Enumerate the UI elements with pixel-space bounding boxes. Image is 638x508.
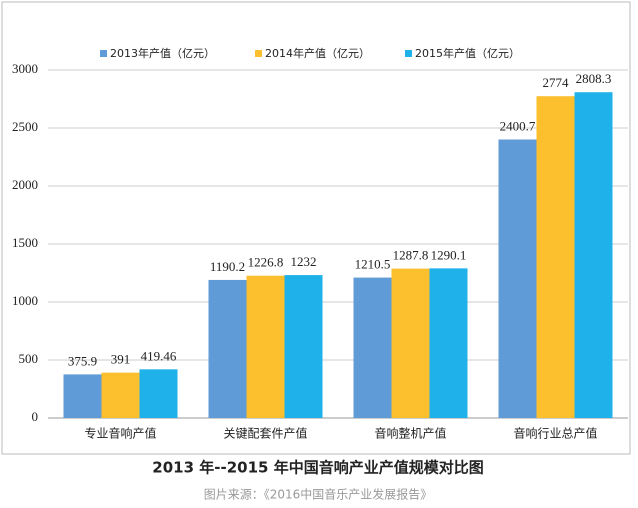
value-label: 375.9 <box>68 353 97 368</box>
bar <box>574 92 613 419</box>
legend-swatch <box>100 50 107 57</box>
source-caption: 图片来源：《2016中国音乐产业发展报告》 <box>204 487 433 502</box>
value-label: 1226.8 <box>248 255 284 270</box>
value-label: 1290.1 <box>431 247 467 262</box>
bar <box>208 279 247 418</box>
bar <box>353 277 392 418</box>
value-label: 391 <box>111 352 131 367</box>
legend-label: 2013年产值（亿元） <box>110 46 215 60</box>
y-tick-label: 500 <box>19 351 39 366</box>
x-tick-label: 关键配套件产值 <box>223 426 307 441</box>
bar <box>246 275 285 418</box>
x-tick-label: 专业音响产值 <box>84 426 156 441</box>
legend-swatch <box>255 50 262 57</box>
bar <box>391 268 430 418</box>
bar <box>536 96 575 418</box>
y-tick-label: 2000 <box>12 177 38 192</box>
value-label: 2400.7 <box>500 119 536 134</box>
y-tick-label: 3000 <box>12 61 38 76</box>
value-label: 1190.2 <box>210 259 245 274</box>
bar <box>63 374 102 418</box>
y-tick-label: 0 <box>32 409 39 424</box>
legend-label: 2014年产值（亿元） <box>265 46 370 60</box>
legend-swatch <box>405 50 412 57</box>
y-tick-label: 1000 <box>12 293 38 308</box>
bar <box>139 369 178 418</box>
y-tick-label: 1500 <box>12 235 38 250</box>
value-label: 1210.5 <box>355 257 391 272</box>
bar <box>498 139 537 418</box>
value-label: 419.46 <box>141 348 177 363</box>
value-label: 1232 <box>291 254 317 269</box>
bar <box>101 372 140 418</box>
x-tick-label: 音响整机产值 <box>374 426 446 441</box>
x-tick-label: 音响行业总产值 <box>513 426 597 441</box>
y-tick-label: 2500 <box>12 119 38 134</box>
chart-title: 2013 年--2015 年中国音响产业产值规模对比图 <box>152 459 483 477</box>
legend-label: 2015年产值（亿元） <box>415 46 520 60</box>
value-label: 1287.8 <box>393 248 429 263</box>
bar <box>429 268 468 418</box>
value-label: 2774 <box>543 75 570 90</box>
value-label: 2808.3 <box>576 71 612 86</box>
bar <box>284 275 323 418</box>
